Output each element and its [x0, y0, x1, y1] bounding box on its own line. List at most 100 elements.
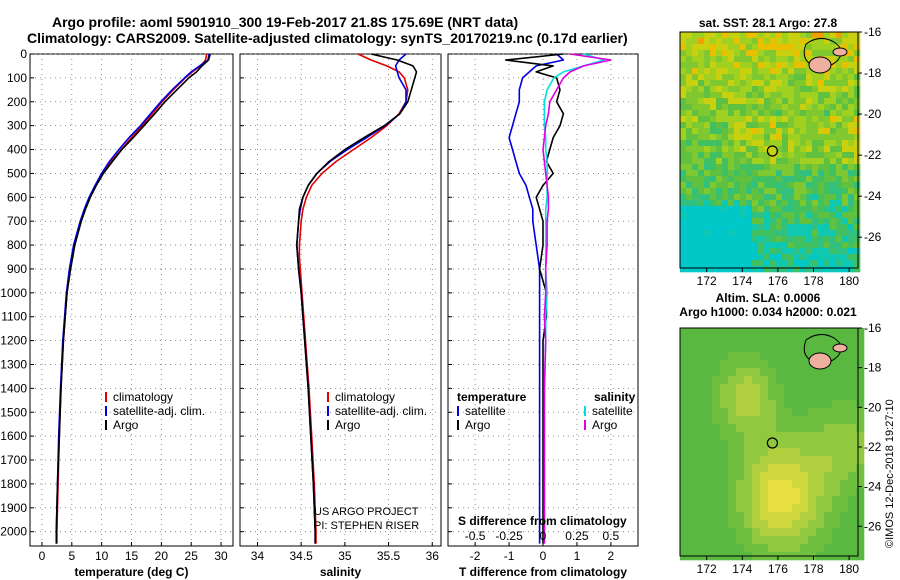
map-cell: [704, 512, 713, 521]
map-cell: [800, 512, 809, 521]
map-cell: [854, 146, 861, 153]
map-cell: [840, 416, 849, 425]
map-cell: [770, 260, 777, 267]
map-cell: [776, 456, 785, 465]
map-cell: [830, 152, 837, 159]
map-cell: [758, 62, 765, 69]
map-cell: [818, 44, 825, 51]
map-cell: [770, 32, 777, 39]
map-cell: [854, 68, 861, 75]
map-cell: [728, 248, 735, 255]
map-cell: [692, 248, 699, 255]
map-cell: [792, 520, 801, 529]
map-cell: [728, 384, 737, 393]
map-cell: [840, 376, 849, 385]
map-cell: [830, 158, 837, 165]
map-cell: [776, 62, 783, 69]
map-cell: [686, 230, 693, 237]
map-cell: [680, 176, 687, 183]
map-cell: [832, 504, 841, 513]
map-cell: [692, 212, 699, 219]
map-cell: [788, 242, 795, 249]
map-cell: [752, 456, 761, 465]
map-cell: [692, 266, 699, 273]
map-cell: [784, 432, 793, 441]
map-cell: [722, 98, 729, 105]
map-cell: [722, 236, 729, 243]
map-cell: [712, 392, 721, 401]
map-cell: [752, 392, 761, 401]
map-cell: [722, 38, 729, 45]
map-cell: [842, 248, 849, 255]
map-cell: [806, 212, 813, 219]
map-cell: [854, 164, 861, 171]
map-cell: [782, 110, 789, 117]
map-cell: [782, 80, 789, 87]
map-cell: [716, 50, 723, 57]
map-cell: [722, 230, 729, 237]
map-cell: [776, 56, 783, 63]
map-cell: [734, 200, 741, 207]
map-cell: [824, 32, 831, 39]
map-cell: [692, 158, 699, 165]
map-cell: [680, 224, 687, 231]
map-cell: [722, 260, 729, 267]
map-cell: [818, 266, 825, 273]
map-cell: [728, 44, 735, 51]
map-cell: [720, 336, 729, 345]
map-cell: [758, 212, 765, 219]
map-cell: [840, 536, 849, 545]
map-cell: [744, 408, 753, 417]
map-cell: [842, 62, 849, 69]
map-cell: [842, 194, 849, 201]
map-cell: [848, 456, 857, 465]
map-cell: [758, 200, 765, 207]
map-cell: [764, 170, 771, 177]
map-cell: [842, 56, 849, 63]
map-cell: [848, 62, 855, 69]
map-cell: [770, 230, 777, 237]
map-cell: [848, 194, 855, 201]
map-cell: [842, 224, 849, 231]
map-cell: [698, 200, 705, 207]
depth-tick-label: 1000: [0, 286, 27, 300]
map-cell: [842, 44, 849, 51]
map-cell: [736, 408, 745, 417]
map-cell: [792, 408, 801, 417]
map-cell: [776, 218, 783, 225]
series-line: [504, 53, 565, 544]
map-cell: [824, 440, 833, 449]
map-cell: [768, 520, 777, 529]
map-cell: [776, 328, 785, 337]
map-cell: [770, 38, 777, 45]
map-cell: [788, 206, 795, 213]
map-cell: [776, 512, 785, 521]
map-cell: [728, 80, 735, 87]
map-cell: [824, 520, 833, 529]
map-cell: [824, 38, 831, 45]
map-cell: [818, 134, 825, 141]
map-cell: [824, 416, 833, 425]
map-cell: [784, 424, 793, 433]
map-cell: [734, 68, 741, 75]
map-cell: [720, 344, 729, 353]
map-cell: [710, 206, 717, 213]
map-cell: [680, 432, 689, 441]
map-cell: [836, 188, 843, 195]
map-cell: [788, 254, 795, 261]
map-cell: [686, 134, 693, 141]
map-cell: [848, 122, 855, 129]
map-cell: [710, 86, 717, 93]
map-cell: [816, 328, 825, 337]
map-cell: [716, 248, 723, 255]
map-cell: [794, 74, 801, 81]
map-cell: [830, 200, 837, 207]
map-cell: [680, 146, 687, 153]
map-cell: [768, 400, 777, 409]
map-cell: [824, 266, 831, 273]
coastline-icon: [803, 38, 842, 68]
map-cell: [768, 544, 777, 553]
map-cell: [728, 134, 735, 141]
map-cell: [848, 266, 855, 273]
legend-sal-argo-label: Argo: [592, 418, 618, 432]
